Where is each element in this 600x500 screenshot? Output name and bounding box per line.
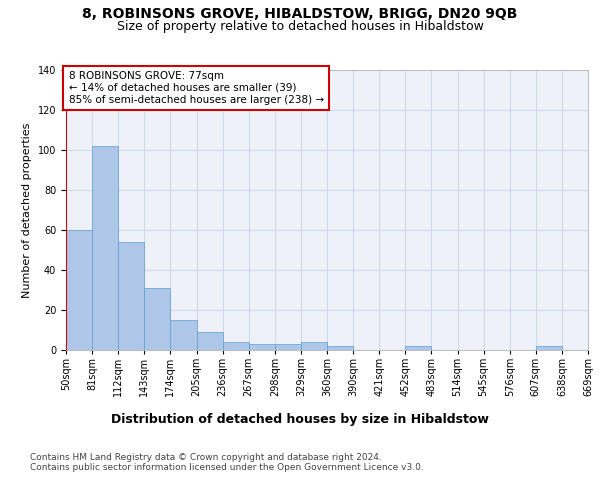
- Bar: [170, 320, 197, 350]
- Text: 8, ROBINSONS GROVE, HIBALDSTOW, BRIGG, DN20 9QB: 8, ROBINSONS GROVE, HIBALDSTOW, BRIGG, D…: [82, 8, 518, 22]
- Bar: [275, 344, 301, 350]
- Text: Size of property relative to detached houses in Hibaldstow: Size of property relative to detached ho…: [116, 20, 484, 33]
- Bar: [118, 242, 145, 350]
- Bar: [249, 344, 275, 350]
- Bar: [536, 346, 562, 350]
- Bar: [223, 342, 249, 350]
- Bar: [327, 346, 353, 350]
- Bar: [301, 342, 327, 350]
- Bar: [197, 332, 223, 350]
- Y-axis label: Number of detached properties: Number of detached properties: [22, 122, 32, 298]
- Text: 8 ROBINSONS GROVE: 77sqm
← 14% of detached houses are smaller (39)
85% of semi-d: 8 ROBINSONS GROVE: 77sqm ← 14% of detach…: [68, 72, 324, 104]
- Bar: [406, 346, 431, 350]
- Bar: [66, 230, 92, 350]
- Text: Contains HM Land Registry data © Crown copyright and database right 2024.
Contai: Contains HM Land Registry data © Crown c…: [30, 452, 424, 472]
- Bar: [92, 146, 118, 350]
- Text: Distribution of detached houses by size in Hibaldstow: Distribution of detached houses by size …: [111, 412, 489, 426]
- Bar: [145, 288, 170, 350]
